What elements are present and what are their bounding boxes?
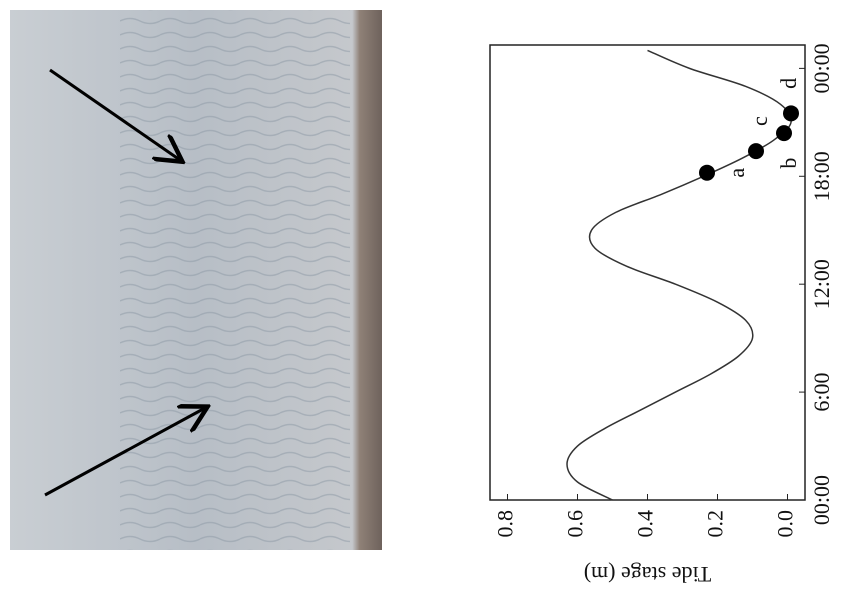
- x-tick-label: 6:00: [809, 373, 834, 412]
- point-label: a: [724, 168, 749, 178]
- sample-point: [699, 164, 715, 181]
- point-label: d: [776, 78, 801, 89]
- y-tick-label: 0.2: [703, 510, 728, 538]
- sample-point: [748, 143, 764, 160]
- tide-chart: 00:00 6:00 12:00 18:00 00:00 0.8 0.6 0.4 0.2 0.0 T…: [489, 43, 834, 587]
- x-tick-label: 00:00: [809, 475, 834, 525]
- y-tick-label: 0.8: [493, 510, 518, 538]
- photo: [10, 10, 382, 550]
- y-tick-label: 0.6: [563, 510, 588, 538]
- y-tick-label: 0.4: [633, 510, 658, 538]
- x-tick-label: 12:00: [809, 259, 834, 309]
- y-tick-label: 0.0: [773, 510, 798, 538]
- tide-curve: [566, 49, 792, 501]
- y-axis-label: Tide stage (m): [584, 562, 712, 587]
- plot-frame: [489, 44, 806, 501]
- x-tick-label: 18:00: [809, 151, 834, 201]
- point-label: b: [776, 158, 801, 169]
- point-label: c: [747, 116, 772, 126]
- x-tick-label: 00:00: [809, 43, 834, 93]
- sample-point: [783, 105, 799, 122]
- sample-point: [776, 125, 792, 142]
